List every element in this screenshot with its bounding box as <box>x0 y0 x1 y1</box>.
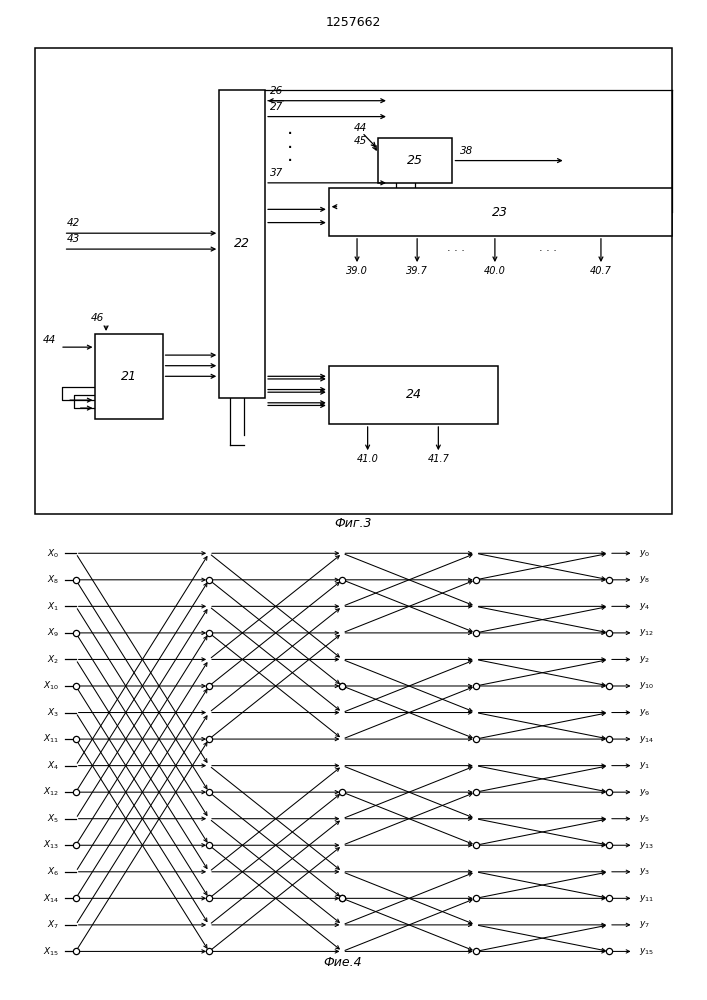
Text: $X_{15}$: $X_{15}$ <box>43 945 59 958</box>
Text: ·: · <box>287 125 293 144</box>
FancyBboxPatch shape <box>329 366 498 424</box>
Text: $X_{12}$: $X_{12}$ <box>43 786 59 798</box>
Text: 1257662: 1257662 <box>326 16 381 29</box>
Text: 21: 21 <box>121 370 137 383</box>
Text: 23: 23 <box>492 206 508 219</box>
Text: $y_{11}$: $y_{11}$ <box>639 893 654 904</box>
Text: $y_{7}$: $y_{7}$ <box>639 919 650 930</box>
Text: $X_{2}$: $X_{2}$ <box>47 653 59 666</box>
Text: $X_{9}$: $X_{9}$ <box>47 627 59 639</box>
Text: $X_{11}$: $X_{11}$ <box>43 733 59 745</box>
Text: 41.0: 41.0 <box>357 454 378 464</box>
Text: 22: 22 <box>234 237 250 250</box>
Text: 39.7: 39.7 <box>407 266 428 276</box>
Text: $y_{3}$: $y_{3}$ <box>639 866 650 877</box>
Text: $X_{14}$: $X_{14}$ <box>43 892 59 905</box>
Text: 44: 44 <box>354 123 367 133</box>
Text: 26: 26 <box>270 86 284 96</box>
FancyBboxPatch shape <box>95 334 163 419</box>
Text: · · ·: · · · <box>539 246 557 256</box>
Text: 44: 44 <box>42 335 56 345</box>
Text: 40.7: 40.7 <box>590 266 612 276</box>
Text: $y_{4}$: $y_{4}$ <box>639 601 650 612</box>
Text: Фиг.3: Фиг.3 <box>334 517 373 530</box>
Text: ·: · <box>287 139 293 158</box>
Text: $y_{14}$: $y_{14}$ <box>639 734 654 745</box>
Text: $y_{10}$: $y_{10}$ <box>639 680 654 691</box>
Text: · · ·: · · · <box>447 246 465 256</box>
Text: $y_{8}$: $y_{8}$ <box>639 574 650 585</box>
Text: $y_{1}$: $y_{1}$ <box>639 760 650 771</box>
Text: 41.7: 41.7 <box>428 454 449 464</box>
Text: $X_{3}$: $X_{3}$ <box>47 706 59 719</box>
Text: $X_{8}$: $X_{8}$ <box>47 574 59 586</box>
Text: $X_{10}$: $X_{10}$ <box>43 680 59 692</box>
Text: $y_{5}$: $y_{5}$ <box>639 813 650 824</box>
Text: $X_{7}$: $X_{7}$ <box>47 919 59 931</box>
Text: $X_{13}$: $X_{13}$ <box>43 839 59 851</box>
Text: $y_{13}$: $y_{13}$ <box>639 840 654 851</box>
Text: $X_{1}$: $X_{1}$ <box>47 600 59 613</box>
FancyBboxPatch shape <box>329 188 672 236</box>
Text: 37: 37 <box>270 168 284 178</box>
Text: $X_{6}$: $X_{6}$ <box>47 866 59 878</box>
Text: 43: 43 <box>67 234 81 244</box>
FancyBboxPatch shape <box>219 90 265 397</box>
Text: 27: 27 <box>270 102 284 112</box>
Text: 46: 46 <box>90 313 104 323</box>
Text: Фие.4: Фие.4 <box>323 956 362 969</box>
Text: 40.0: 40.0 <box>484 266 506 276</box>
Text: 38: 38 <box>460 146 473 156</box>
Text: 39.0: 39.0 <box>346 266 368 276</box>
Text: 25: 25 <box>407 154 423 167</box>
FancyBboxPatch shape <box>378 138 452 183</box>
Text: 42: 42 <box>67 218 81 228</box>
Text: 24: 24 <box>406 388 421 401</box>
Text: $X_{5}$: $X_{5}$ <box>47 812 59 825</box>
Text: 45: 45 <box>354 136 367 146</box>
Text: $y_{0}$: $y_{0}$ <box>639 548 650 559</box>
Bar <box>35 48 672 514</box>
Text: $X_{0}$: $X_{0}$ <box>47 547 59 560</box>
Text: ·: · <box>287 152 293 171</box>
Text: $y_{6}$: $y_{6}$ <box>639 707 650 718</box>
Text: $X_{4}$: $X_{4}$ <box>47 759 59 772</box>
Text: $y_{2}$: $y_{2}$ <box>639 654 650 665</box>
Text: $y_{9}$: $y_{9}$ <box>639 787 650 798</box>
Text: $y_{15}$: $y_{15}$ <box>639 946 654 957</box>
Text: $y_{12}$: $y_{12}$ <box>639 627 654 638</box>
